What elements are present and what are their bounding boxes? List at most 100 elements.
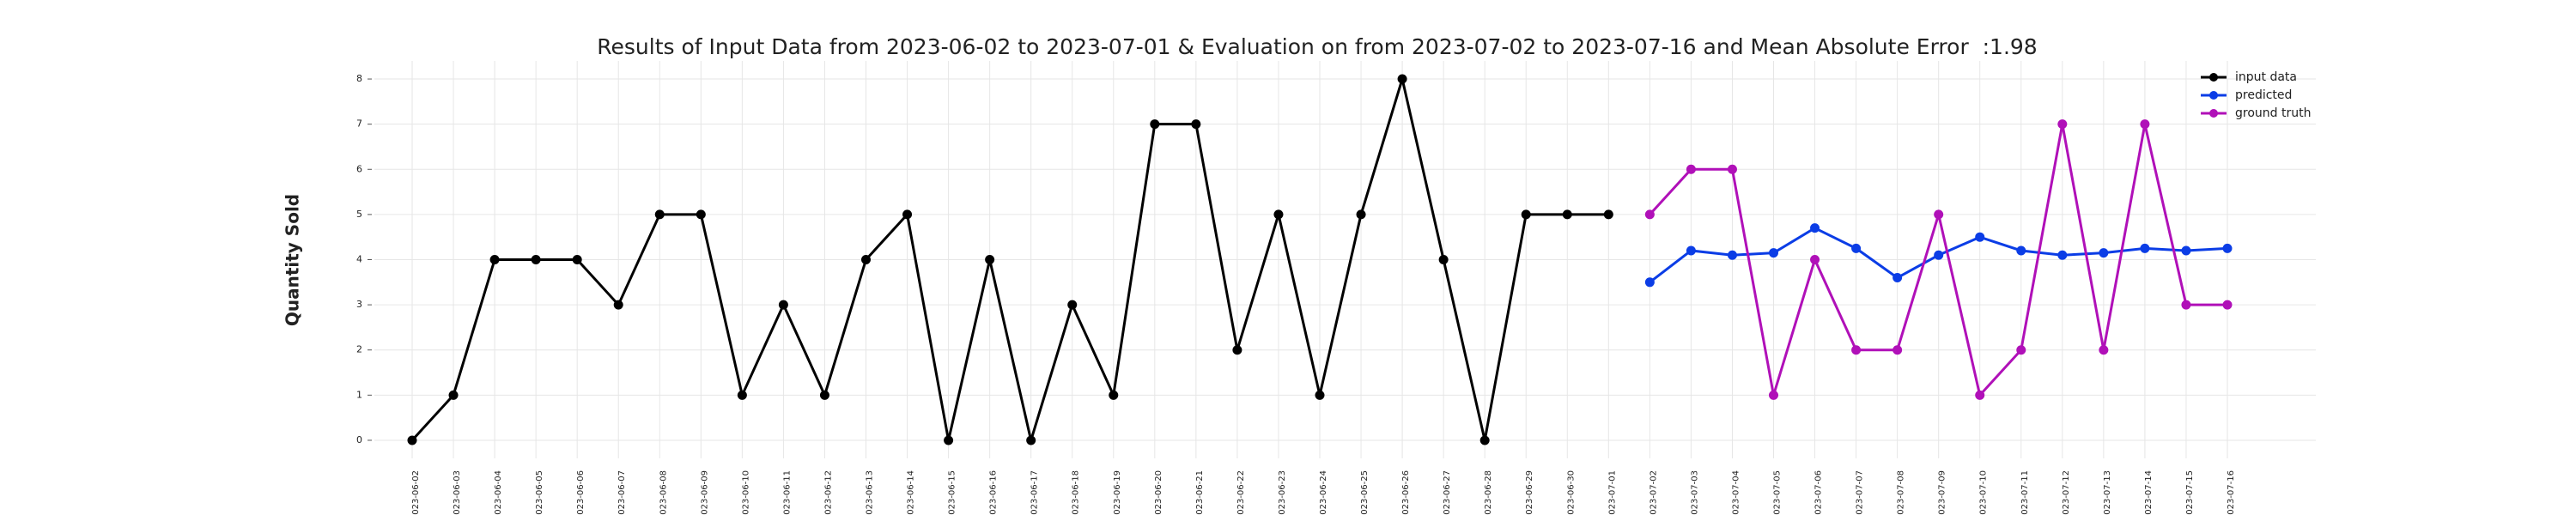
x-tick-label: 2023-07-15 <box>2185 470 2195 515</box>
data-point <box>1934 209 1944 220</box>
data-point <box>2099 248 2109 258</box>
y-tick-label: 2 <box>356 344 362 355</box>
data-point <box>1191 119 1201 130</box>
x-tick-label: 2023-07-04 <box>1731 470 1741 515</box>
data-point <box>1479 435 1490 445</box>
data-point <box>1727 164 1737 174</box>
x-tick-label: 2023-06-29 <box>1525 470 1534 515</box>
data-point <box>1521 209 1531 220</box>
data-point <box>737 390 747 400</box>
data-point <box>902 209 913 220</box>
data-point <box>1769 248 1778 258</box>
data-point <box>1810 255 1820 264</box>
x-tick-label: 2023-06-05 <box>535 470 544 515</box>
data-point <box>2016 245 2026 256</box>
data-point <box>1397 74 1407 84</box>
data-point <box>819 390 829 400</box>
x-tick-label: 2023-07-14 <box>2144 470 2154 515</box>
data-point <box>531 255 541 264</box>
data-point <box>2222 300 2233 310</box>
data-point <box>2140 119 2150 130</box>
legend-marker <box>2209 73 2218 82</box>
y-tick-label: 1 <box>356 389 362 400</box>
x-tick-label: 2023-07-08 <box>1897 470 1906 515</box>
x-tick-label: 2023-07-02 <box>1649 470 1658 515</box>
y-tick-label: 8 <box>356 73 362 84</box>
data-point <box>407 435 417 445</box>
data-point <box>572 255 582 264</box>
data-point <box>1934 250 1944 260</box>
x-tick-label: 2023-06-23 <box>1278 470 1287 515</box>
x-tick-label: 2023-06-17 <box>1030 470 1040 515</box>
legend-label: input data <box>2235 70 2297 84</box>
x-tick-label: 2023-06-11 <box>782 470 792 515</box>
x-tick-label: 2023-06-09 <box>700 470 709 515</box>
data-point <box>1315 390 1325 400</box>
data-point <box>2057 119 2068 130</box>
x-tick-label: 2023-07-03 <box>1690 470 1699 515</box>
x-tick-label: 2023-07-11 <box>2020 470 2030 515</box>
series-line <box>410 74 1609 445</box>
x-tick-label: 2023-06-12 <box>823 470 833 515</box>
y-tick-label: 4 <box>356 254 362 265</box>
legend-marker <box>2209 91 2218 100</box>
data-point <box>1769 390 1778 400</box>
data-point <box>2057 250 2068 260</box>
data-point <box>1810 223 1820 233</box>
x-tick-label: 2023-06-10 <box>741 470 750 515</box>
x-tick-label: 2023-06-04 <box>494 470 503 515</box>
y-tick-label: 3 <box>356 299 362 310</box>
x-tick-label: 2023-06-22 <box>1236 470 1246 515</box>
data-point <box>654 209 665 220</box>
data-point <box>448 390 459 400</box>
data-point <box>985 255 995 264</box>
data-point <box>1686 164 1696 174</box>
x-tick-label: 2023-07-10 <box>1979 470 1989 515</box>
data-point <box>1851 243 1862 253</box>
data-point <box>944 435 954 445</box>
x-tick-label: 2023-06-30 <box>1566 470 1576 515</box>
data-point <box>1232 345 1242 355</box>
data-point <box>1026 435 1036 445</box>
x-tick-label: 2023-06-28 <box>1484 470 1493 515</box>
data-point <box>1356 209 1366 220</box>
data-point <box>2099 345 2109 355</box>
data-point <box>489 255 500 264</box>
x-tick-label: 2023-06-27 <box>1443 470 1452 515</box>
x-tick-label: 2023-06-24 <box>1319 470 1328 515</box>
data-point <box>1851 345 1862 355</box>
x-tick-label: 2023-06-14 <box>907 470 916 515</box>
x-tick-label: 2023-06-20 <box>1154 470 1163 515</box>
data-point <box>1686 245 1696 256</box>
legend-marker <box>2209 109 2218 118</box>
x-tick-label: 2023-07-16 <box>2227 470 2236 515</box>
x-tick-label: 2023-06-02 <box>411 470 421 515</box>
data-point <box>1273 209 1284 220</box>
x-tick-label: 2023-07-07 <box>1856 470 1865 515</box>
data-point <box>1975 390 1985 400</box>
data-point <box>861 255 871 264</box>
x-tick-label: 2023-06-08 <box>659 470 668 515</box>
chart-title: Results of Input Data from 2023-06-02 to… <box>597 34 2037 59</box>
data-point <box>1893 273 1903 283</box>
x-tick-label: 2023-06-13 <box>866 470 875 515</box>
data-point <box>613 300 623 310</box>
x-tick-label: 2023-06-21 <box>1195 470 1205 515</box>
y-axis-label: Quantity Sold <box>283 194 303 326</box>
data-point <box>1893 345 1903 355</box>
x-tick-label: 2023-06-25 <box>1360 470 1370 515</box>
data-point <box>1438 255 1449 264</box>
y-tick-label: 5 <box>356 209 362 220</box>
y-tick-label: 0 <box>356 434 362 445</box>
data-point <box>1562 209 1572 220</box>
legend-label: ground truth <box>2235 106 2311 120</box>
x-tick-label: 2023-06-16 <box>989 470 999 515</box>
y-tick-label: 7 <box>356 118 362 130</box>
x-tick-label: 2023-06-19 <box>1113 470 1122 515</box>
data-point <box>1975 232 1985 242</box>
data-point <box>2181 300 2191 310</box>
data-point <box>2222 243 2233 253</box>
x-tick-label: 2023-06-06 <box>576 470 586 515</box>
